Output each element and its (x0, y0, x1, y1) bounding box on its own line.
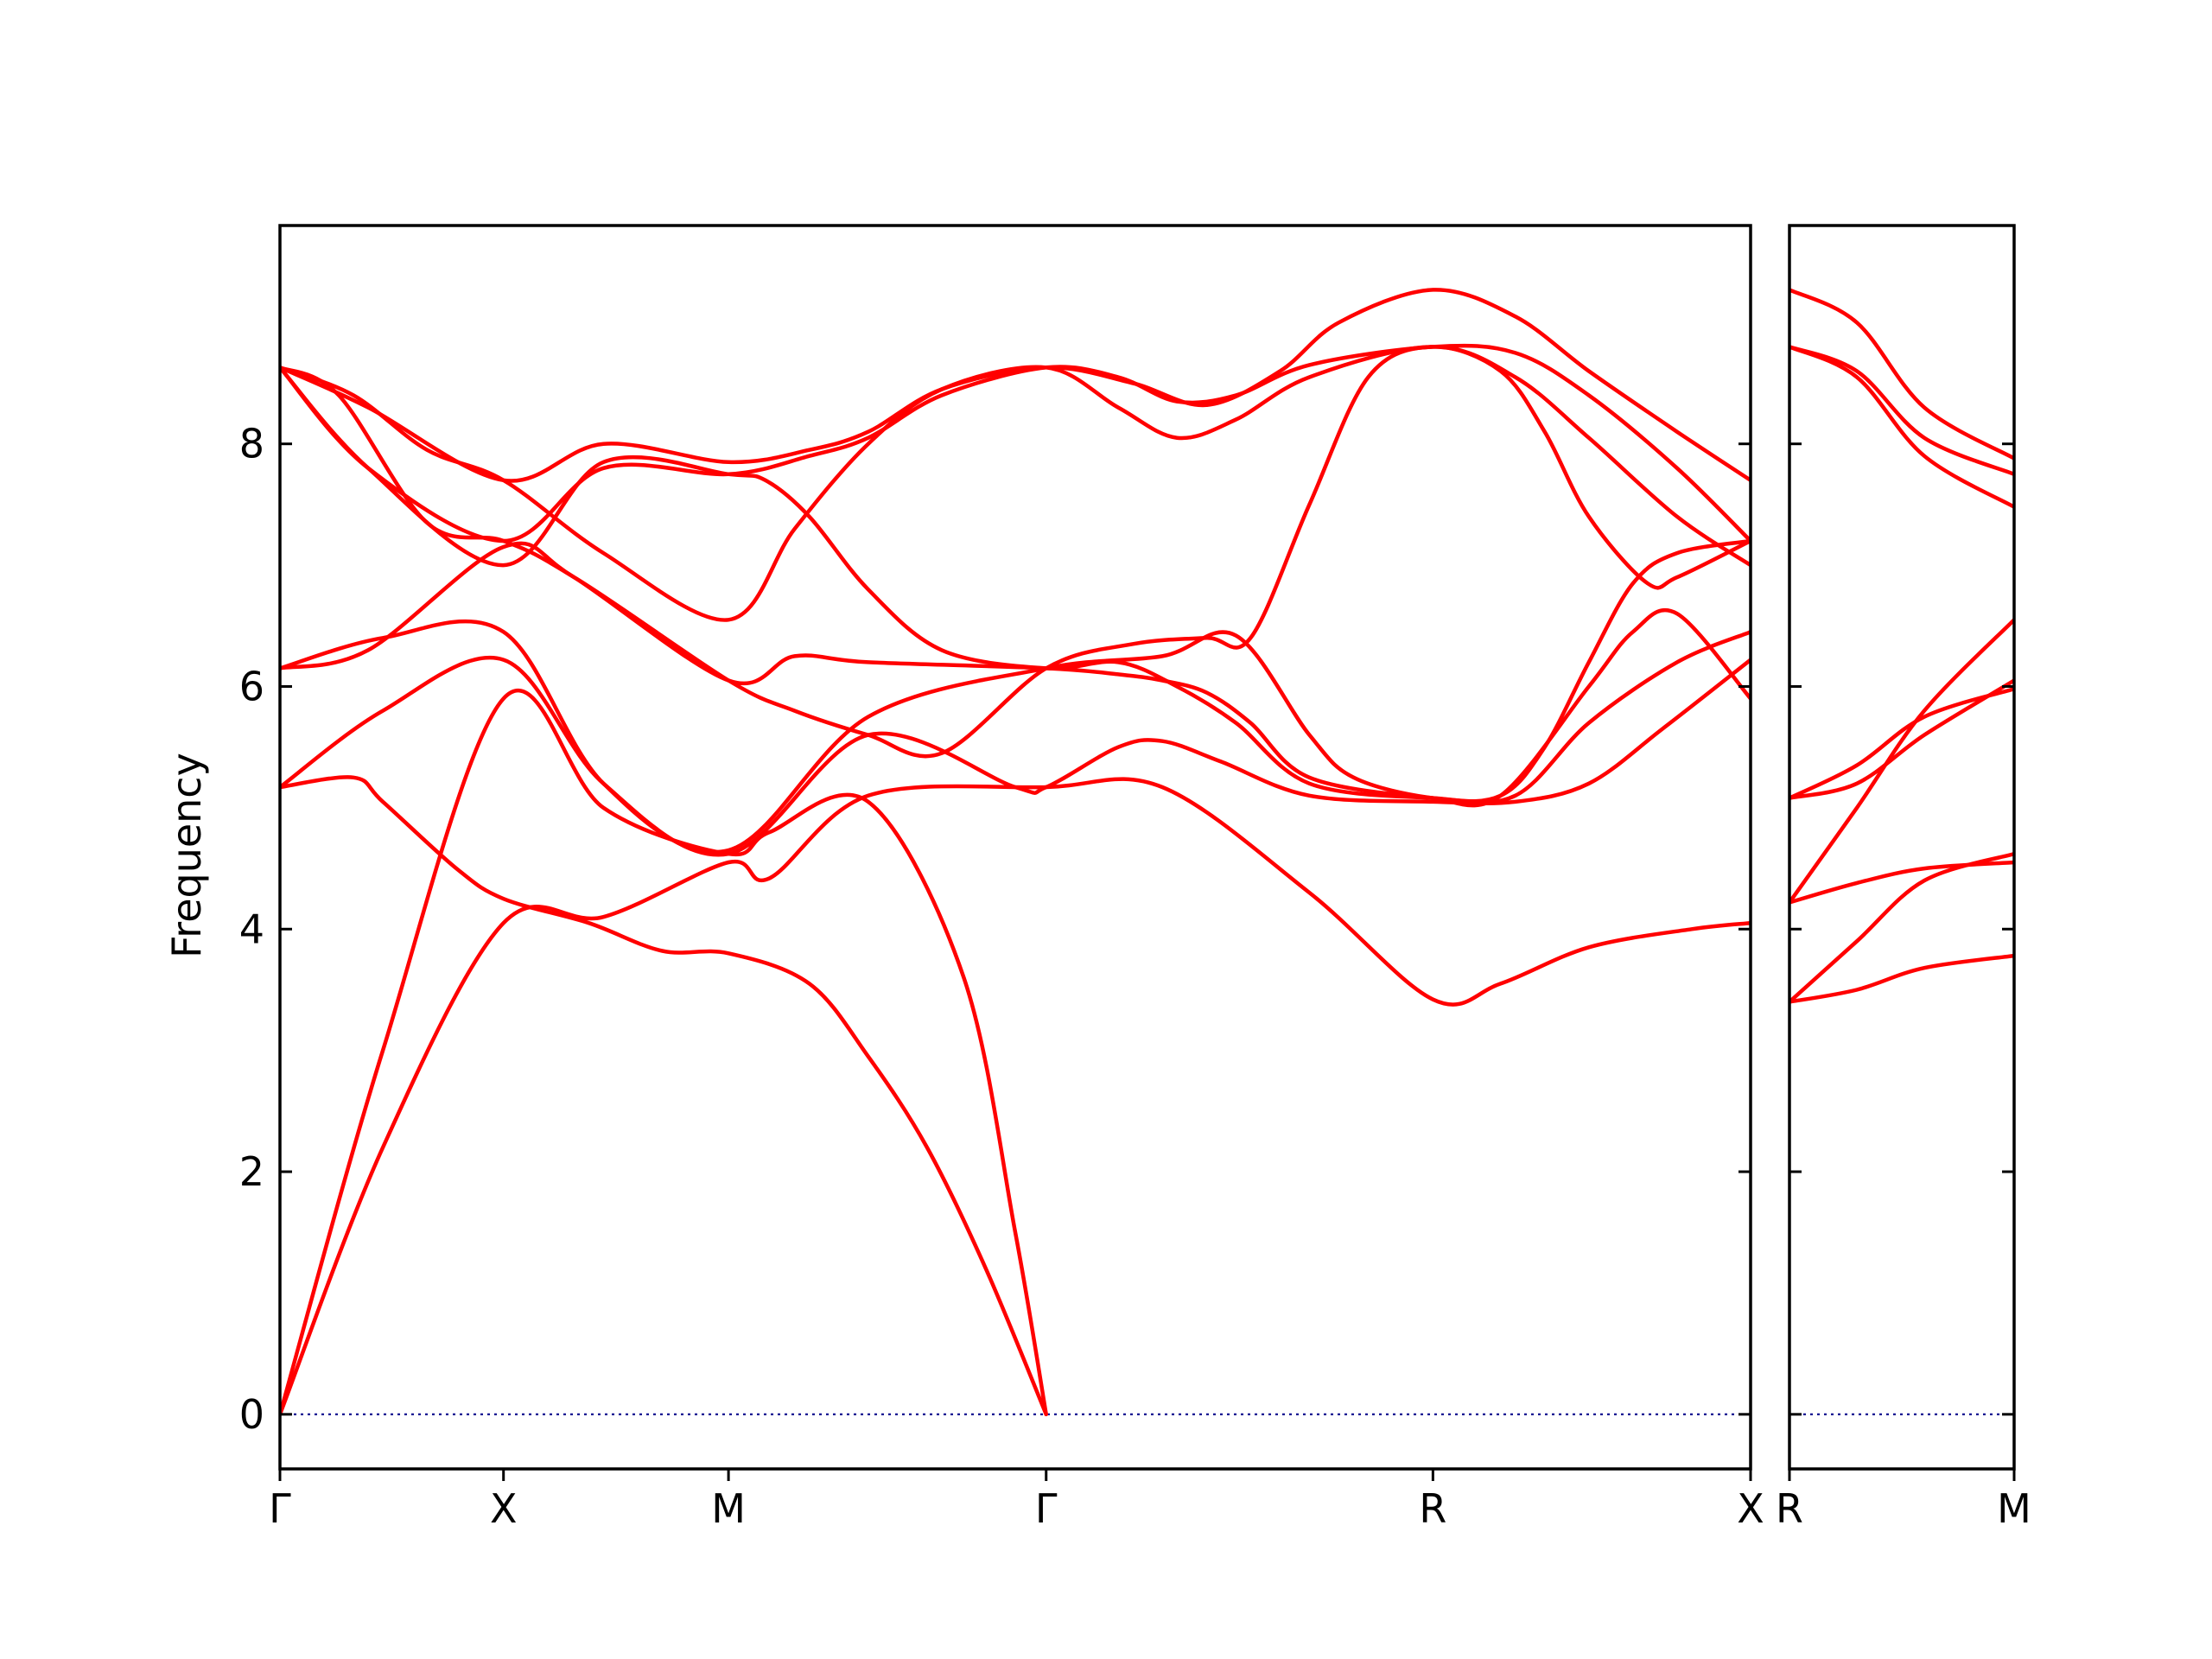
side-plot-frame (1788, 224, 2016, 1471)
main-band-4 (280, 656, 1751, 857)
main-plot-frame (278, 224, 1752, 1471)
y-tick-label: 0 (239, 1391, 264, 1438)
main-band-6 (280, 345, 1751, 759)
main-band-3 (280, 775, 1048, 1417)
main-band-1 (280, 777, 1751, 1417)
main-x-tick-label: Γ (269, 1485, 291, 1532)
side-band-5 (1789, 678, 2014, 800)
main-x-tick-label: Γ (1035, 1485, 1058, 1532)
main-band-2 (280, 689, 1048, 1417)
side-band-2 (1789, 851, 2014, 1004)
main-band-5 (280, 607, 1751, 855)
side-band-7 (1789, 345, 2014, 509)
main-panel: 0 2 4 6 8 Γ X M Γ R X (239, 224, 1764, 1532)
side-band-8 (1789, 345, 2014, 477)
side-band-3 (1789, 860, 2014, 905)
main-band-8 (280, 345, 1751, 622)
side-band-9 (1789, 288, 2014, 461)
main-band-11 (280, 288, 1751, 483)
y-tick-label: 6 (239, 663, 264, 709)
side-band-4 (1789, 618, 2014, 905)
side-x-tick-label: M (1997, 1485, 2031, 1532)
main-x-tick-label: M (711, 1485, 746, 1532)
main-band-10 (280, 343, 1751, 543)
side-band-6 (1789, 687, 2014, 800)
y-tick-label: 2 (239, 1148, 264, 1195)
main-band-7 (280, 365, 1751, 804)
y-axis-label: Frequency (163, 753, 210, 958)
side-x-tick-label: R (1776, 1485, 1803, 1532)
y-tick-label: 8 (239, 421, 264, 467)
main-x-tick-label: X (1737, 1485, 1764, 1532)
main-band-9 (280, 365, 1751, 804)
main-x-tick-label: X (490, 1485, 518, 1532)
y-tick-label: 4 (239, 906, 264, 952)
main-x-tick-label: R (1419, 1485, 1446, 1532)
side-band-1 (1789, 953, 2014, 1004)
